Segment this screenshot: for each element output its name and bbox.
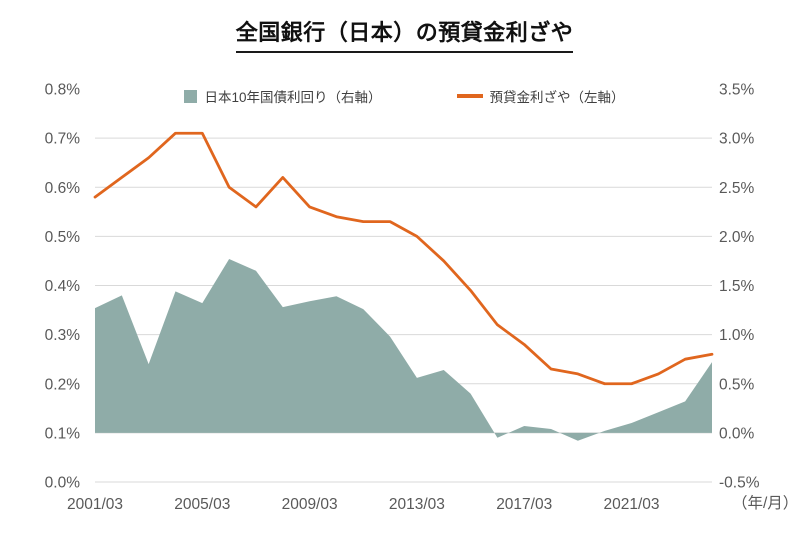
right-axis-tick-label: 1.0% — [719, 327, 755, 344]
left-axis-tick-label: 0.3% — [45, 327, 81, 344]
right-axis-tick-label: 1.5% — [719, 278, 755, 295]
right-axis-tick-label: -0.5% — [719, 475, 760, 492]
x-axis-tick-label: 2017/03 — [496, 496, 552, 513]
right-axis-tick-label: 3.5% — [719, 82, 755, 99]
jgb-yield-area-series — [95, 258, 712, 441]
right-axis-tick-label: 0.5% — [719, 376, 755, 393]
left-axis-tick-label: 0.5% — [45, 229, 81, 246]
right-axis-tick-label: 0.0% — [719, 425, 755, 442]
left-axis-tick-label: 0.1% — [45, 425, 81, 442]
legend-label-jgb-yield: 日本10年国債利回り（右軸） — [204, 90, 382, 105]
x-axis-unit-label: （年/月） — [732, 494, 798, 512]
right-axis-tick-label: 3.0% — [719, 131, 755, 148]
margin-line-series — [93, 131, 714, 386]
x-axis-tick-label: 2013/03 — [389, 496, 445, 513]
legend-item-jgb-yield: 日本10年国債利回り（右軸） — [184, 86, 382, 106]
legend-area-swatch — [184, 89, 198, 103]
x-axis-tick-label: 2001/03 — [67, 496, 123, 513]
x-axis-tick-label: 2021/03 — [604, 496, 660, 513]
page-title-text: 全国銀行（日本）の預貸金利ざや — [235, 15, 574, 53]
chart-legend: 日本10年国債利回り（右軸） 預貸金利ざや（左軸） — [0, 86, 809, 106]
left-axis-tick-label: 0.2% — [45, 376, 81, 393]
legend-item-margin: 預貸金利ざや（左軸） — [456, 86, 625, 106]
left-axis-tick-label: 0.6% — [45, 180, 81, 197]
x-axis-tick-label: 2009/03 — [282, 496, 338, 513]
legend-label-margin: 預貸金利ざや（左軸） — [489, 90, 625, 105]
legend-line-swatch — [456, 94, 483, 98]
left-axis-tick-label: 0.8% — [45, 82, 81, 99]
x-axis-tick-label: 2005/03 — [174, 496, 230, 513]
left-axis-tick-label: 0.0% — [45, 475, 81, 492]
right-axis-tick-label: 2.0% — [719, 229, 755, 246]
page-title: 全国銀行（日本）の預貸金利ざや — [0, 15, 809, 53]
left-axis-tick-label: 0.4% — [45, 278, 81, 295]
right-axis-tick-label: 2.5% — [719, 180, 755, 197]
left-axis-tick-label: 0.7% — [45, 131, 81, 148]
